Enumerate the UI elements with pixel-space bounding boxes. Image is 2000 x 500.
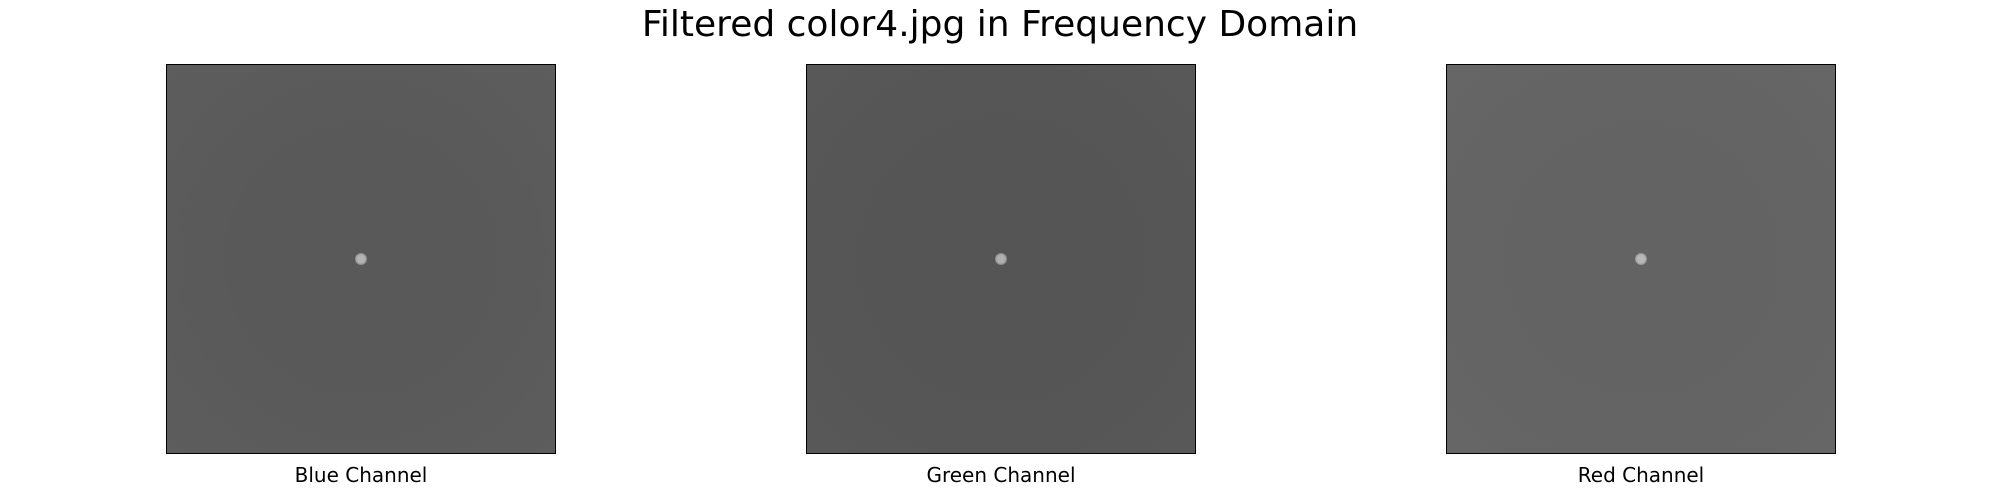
center-frequency-dot xyxy=(355,253,367,265)
red-channel-label: Red Channel xyxy=(1577,463,1705,487)
center-frequency-dot xyxy=(1635,253,1647,265)
green-channel-spectrum-image xyxy=(806,64,1196,454)
blue-channel-label: Blue Channel xyxy=(294,463,428,487)
green-channel-label: Green Channel xyxy=(926,463,1076,487)
red-channel-spectrum-image xyxy=(1446,64,1836,454)
blue-channel-spectrum-image xyxy=(166,64,556,454)
figure-title: Filtered color4.jpg in Frequency Domain xyxy=(641,4,1359,45)
center-frequency-dot xyxy=(995,253,1007,265)
